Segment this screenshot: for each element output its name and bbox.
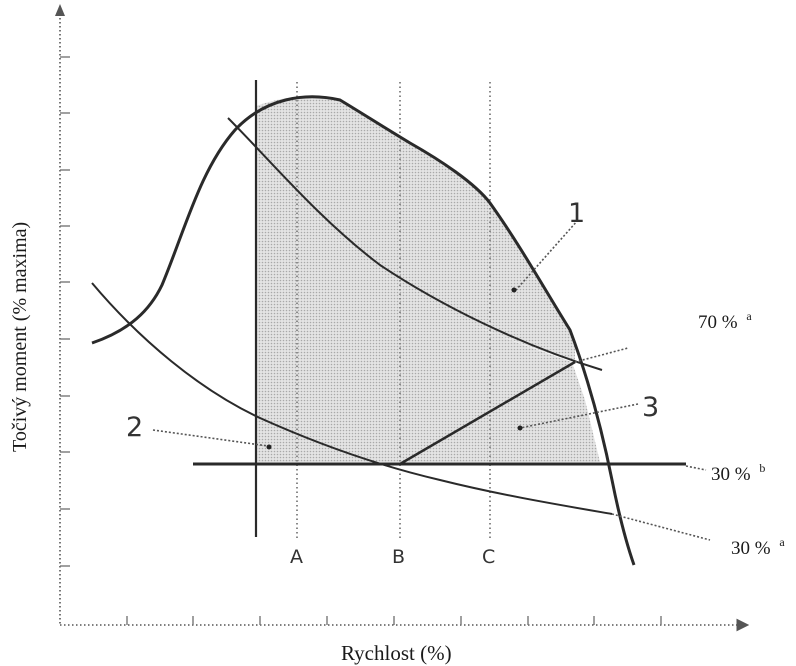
level-30b: 30 % b bbox=[711, 461, 765, 485]
level-30a: 30 % a bbox=[731, 535, 785, 559]
level-30b-value: 30 % bbox=[711, 464, 751, 485]
region-2-dot bbox=[266, 444, 272, 450]
leader-2 bbox=[152, 429, 269, 447]
level-70a-value: 70 % bbox=[698, 312, 738, 333]
region-1-label: 1 bbox=[568, 198, 585, 229]
level-70a-sup: a bbox=[746, 309, 752, 323]
x-ticks bbox=[126, 616, 662, 625]
x-axis-label: Rychlost (%) bbox=[341, 641, 452, 665]
leader-30a bbox=[611, 513, 711, 541]
leader-3 bbox=[519, 403, 639, 429]
y-ticks bbox=[60, 56, 70, 567]
shaded-region-3 bbox=[256, 150, 600, 462]
power-curve-30 bbox=[91, 282, 613, 515]
level-70a: 70 % a bbox=[698, 309, 752, 333]
region-3-label: 3 bbox=[642, 392, 659, 423]
leader-30b bbox=[685, 465, 707, 471]
leader-70a bbox=[574, 347, 629, 363]
full-load-curve bbox=[91, 95, 636, 566]
y-axis-label: Točivý moment (% maxima) bbox=[9, 222, 31, 452]
level-30a-sup: a bbox=[779, 535, 785, 549]
zone-3-boundary bbox=[399, 360, 576, 466]
shaded-region-1 bbox=[256, 95, 575, 363]
level-30a-value: 30 % bbox=[731, 538, 771, 559]
region-3-dot bbox=[517, 425, 523, 431]
marker-b: B bbox=[392, 546, 405, 568]
leader-1 bbox=[515, 219, 579, 291]
marker-a: A bbox=[290, 546, 303, 568]
level-30b-sup: b bbox=[759, 461, 765, 475]
region-1-dot bbox=[511, 287, 517, 293]
power-curve-70 bbox=[227, 117, 603, 371]
region-2-label: 2 bbox=[126, 412, 143, 443]
y-axis-arrow bbox=[55, 4, 65, 16]
marker-c: C bbox=[482, 546, 495, 568]
